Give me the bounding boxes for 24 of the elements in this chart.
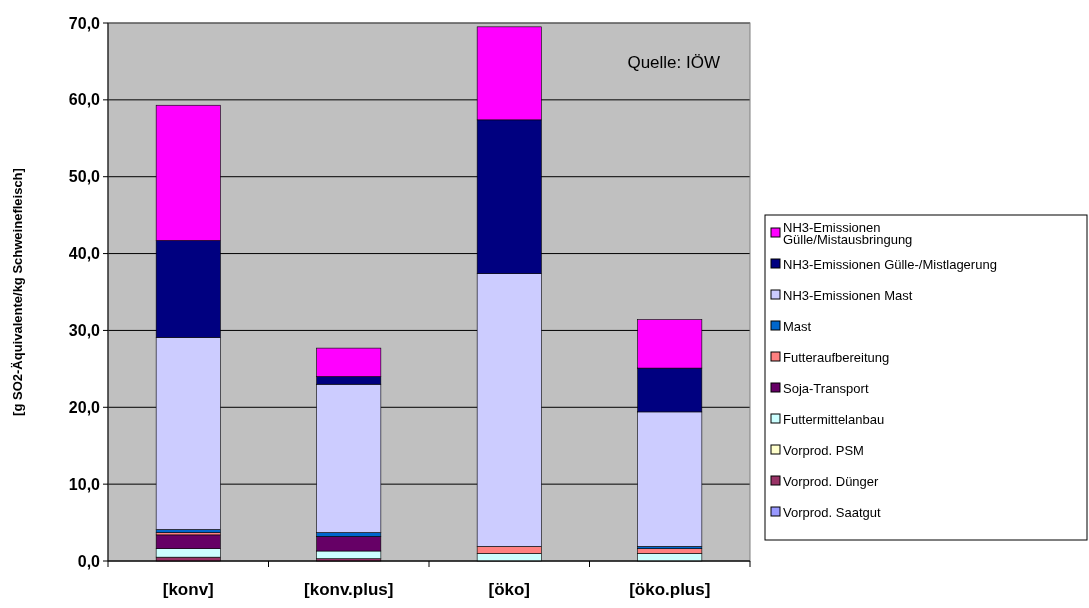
x-tick-label: [konv] [162, 580, 214, 599]
y-tick-label: 60,0 [68, 91, 101, 109]
annotation: Quelle: IÖW [627, 53, 720, 72]
y-axis-title: [g SO2-Äquivalente/kg Schweinefleisch] [10, 168, 25, 416]
y-tick-label: 10,0 [68, 475, 101, 493]
legend-label: NH3-Emissionen Gülle-/Mistlagerung [783, 256, 997, 272]
legend-label: NH3-Emissionen Mast [783, 287, 913, 303]
legend-label: Mast [783, 318, 812, 334]
y-tick-label: 70,0 [68, 14, 101, 32]
legend-label: Vorprod. Saatgut [783, 504, 881, 520]
x-tick-label: [öko] [488, 580, 531, 599]
y-tick-label: 20,0 [68, 398, 101, 416]
legend-label: Futtermittelanbau [783, 411, 885, 427]
x-tick-label: [konv.plus] [304, 580, 394, 599]
legend-label: Vorprod. Dünger [783, 473, 880, 489]
y-tick-label: 0,0 [77, 552, 101, 570]
legend-label: Soja-Transport [783, 380, 869, 396]
y-tick-label: 40,0 [68, 245, 101, 263]
y-tick-label: 50,0 [68, 168, 101, 186]
y-tick-label: 30,0 [68, 322, 101, 340]
legend-label: NH3-Emissionen Gülle/Mistausbringung [783, 219, 913, 247]
x-tick-label: [öko.plus] [629, 580, 711, 599]
legend-label: Futteraufbereitung [783, 349, 890, 365]
legend-label: Vorprod. PSM [783, 442, 864, 458]
